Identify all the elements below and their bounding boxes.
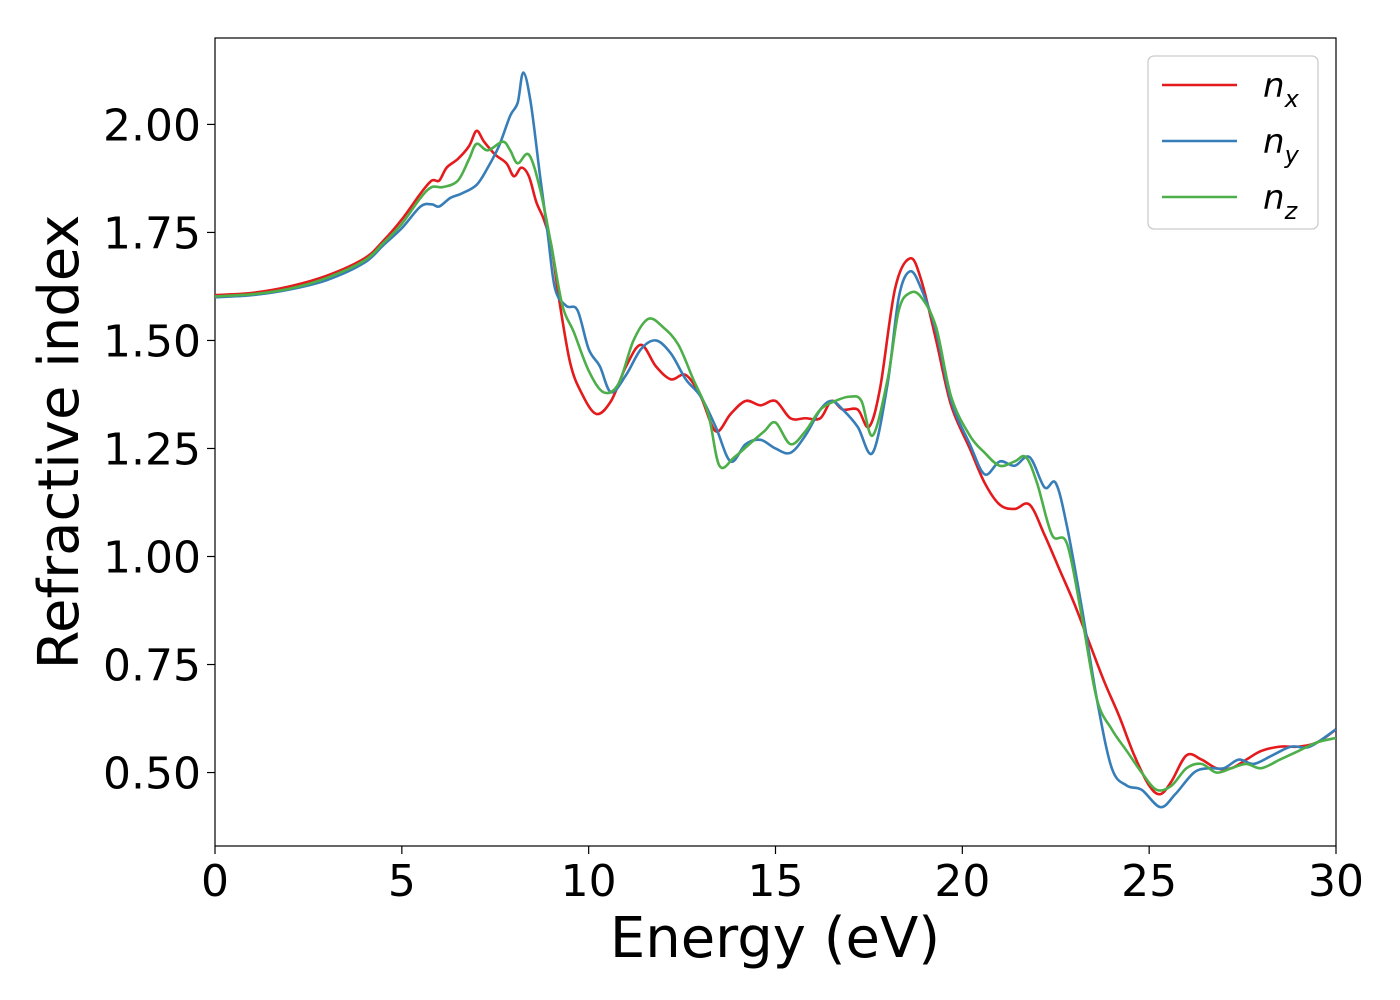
- y-axis-title: Refractive index: [27, 215, 92, 670]
- x-tick-label: 5: [388, 856, 416, 907]
- y-tick-label: 2.00: [103, 100, 201, 151]
- x-axis-ticks: 0 5 10 15 20 25 30: [201, 846, 1364, 907]
- curves-group: [215, 71, 1336, 809]
- y-tick-label: 1.00: [103, 533, 201, 584]
- x-tick-label: 20: [934, 856, 990, 907]
- x-axis-title: Energy (eV): [610, 906, 940, 971]
- y-tick-label: 1.50: [103, 316, 201, 367]
- legend-label-nz: nz: [1263, 178, 1299, 225]
- y-tick-label: 1.75: [103, 208, 201, 259]
- y-tick-label: 1.25: [103, 424, 201, 475]
- x-tick-label: 30: [1308, 856, 1364, 907]
- x-tick-label: 15: [748, 856, 804, 907]
- y-tick-label: 0.75: [103, 641, 201, 692]
- legend-box: [1147, 55, 1319, 230]
- x-tick-label: 25: [1121, 856, 1177, 907]
- series-line-nz: [215, 140, 1336, 792]
- y-tick-label: 0.50: [103, 749, 201, 800]
- series-line-ny: [215, 71, 1336, 809]
- y-axis-ticks: 0.50 0.75 1.00 1.25 1.50 1.75 2.00: [103, 100, 215, 800]
- x-tick-label: 10: [561, 856, 617, 907]
- series-line-nx: [215, 129, 1336, 796]
- x-tick-label: 0: [201, 856, 229, 907]
